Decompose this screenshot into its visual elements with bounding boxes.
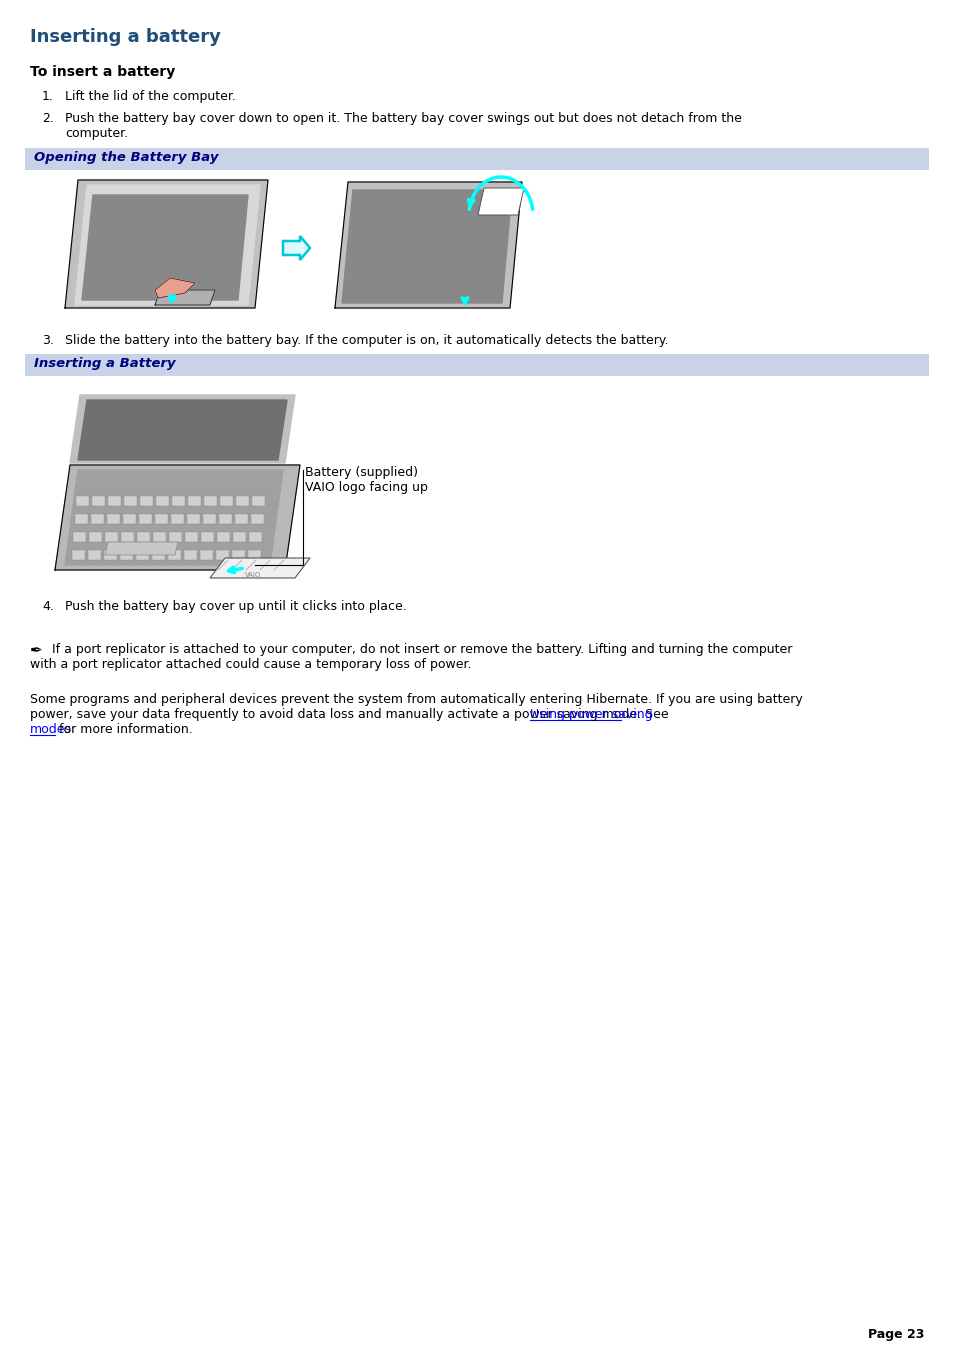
Text: Push the battery bay cover up until it clicks into place.: Push the battery bay cover up until it c… [65, 600, 406, 613]
Text: Page 23: Page 23 [866, 1328, 923, 1342]
Bar [171, 513, 184, 524]
Text: ✒: ✒ [30, 643, 43, 658]
Polygon shape [55, 465, 299, 570]
Bar [168, 550, 181, 561]
Bar [109, 496, 121, 507]
Polygon shape [283, 236, 310, 259]
Bar [25, 354, 928, 376]
Bar [107, 513, 120, 524]
Bar [189, 496, 201, 507]
Text: Battery (supplied): Battery (supplied) [305, 466, 417, 480]
Bar [139, 513, 152, 524]
Polygon shape [335, 182, 521, 308]
Text: If a port replicator is attached to your computer, do not insert or remove the b: If a port replicator is attached to your… [48, 643, 792, 657]
Polygon shape [154, 290, 214, 305]
Bar [233, 532, 246, 542]
Polygon shape [105, 542, 178, 555]
Bar [92, 496, 106, 507]
Bar [123, 513, 136, 524]
Bar [201, 532, 214, 542]
Bar [76, 496, 90, 507]
Bar [200, 550, 213, 561]
Text: Using power saving: Using power saving [530, 708, 652, 721]
Bar [187, 513, 200, 524]
Text: modes: modes [30, 723, 71, 736]
Bar [73, 532, 87, 542]
Bar [88, 550, 101, 561]
Polygon shape [477, 188, 523, 215]
Text: Inserting a battery: Inserting a battery [30, 28, 221, 46]
Bar [153, 532, 167, 542]
Bar [137, 532, 151, 542]
Bar [253, 496, 265, 507]
Bar [25, 172, 928, 322]
Bar [90, 532, 102, 542]
Bar [91, 513, 104, 524]
Polygon shape [341, 190, 512, 303]
Polygon shape [65, 180, 268, 308]
Text: To insert a battery: To insert a battery [30, 65, 175, 78]
Bar [248, 550, 261, 561]
Text: with a port replicator attached could cause a temporary loss of power.: with a port replicator attached could ca… [30, 658, 471, 671]
Bar [184, 550, 196, 561]
Bar [156, 496, 170, 507]
Bar [71, 550, 85, 561]
Text: 2.: 2. [42, 112, 53, 126]
Bar [136, 550, 149, 561]
Text: 3.: 3. [42, 334, 53, 347]
Polygon shape [70, 394, 294, 463]
Bar [251, 513, 264, 524]
Text: VAIO logo facing up: VAIO logo facing up [305, 481, 428, 494]
Bar [120, 550, 132, 561]
Text: Some programs and peripheral devices prevent the system from automatically enter: Some programs and peripheral devices pre… [30, 693, 801, 707]
Bar [104, 550, 117, 561]
Bar [236, 496, 250, 507]
Bar [121, 532, 134, 542]
Text: computer.: computer. [65, 127, 128, 141]
Bar [170, 532, 182, 542]
Text: Lift the lid of the computer.: Lift the lid of the computer. [65, 91, 235, 103]
Bar [219, 513, 232, 524]
Bar [75, 513, 88, 524]
Text: 4.: 4. [42, 600, 53, 613]
Bar [220, 496, 233, 507]
Text: Inserting a Battery: Inserting a Battery [34, 357, 175, 370]
Bar [185, 532, 198, 542]
Polygon shape [210, 558, 310, 578]
Text: Opening the Battery Bay: Opening the Battery Bay [34, 151, 218, 163]
Bar [203, 513, 215, 524]
Bar [204, 496, 217, 507]
Bar [152, 550, 165, 561]
Polygon shape [75, 185, 260, 305]
Bar [172, 496, 185, 507]
Bar [234, 513, 248, 524]
Polygon shape [154, 278, 194, 299]
Bar [154, 513, 168, 524]
Polygon shape [82, 195, 248, 300]
Text: for more information.: for more information. [55, 723, 193, 736]
Bar [25, 378, 928, 588]
Polygon shape [78, 400, 287, 459]
Bar [215, 550, 229, 561]
Bar [217, 532, 231, 542]
Text: 1.: 1. [42, 91, 53, 103]
Bar [232, 550, 245, 561]
Polygon shape [65, 470, 283, 565]
Text: Push the battery bay cover down to open it. The battery bay cover swings out but: Push the battery bay cover down to open … [65, 112, 741, 126]
Bar [125, 496, 137, 507]
Bar [25, 149, 928, 170]
Bar [250, 532, 262, 542]
Text: VAIO: VAIO [245, 571, 261, 578]
Bar [106, 532, 118, 542]
Text: Slide the battery into the battery bay. If the computer is on, it automatically : Slide the battery into the battery bay. … [65, 334, 668, 347]
Text: power, save your data frequently to avoid data loss and manually activate a powe: power, save your data frequently to avoi… [30, 708, 672, 721]
Bar [140, 496, 153, 507]
